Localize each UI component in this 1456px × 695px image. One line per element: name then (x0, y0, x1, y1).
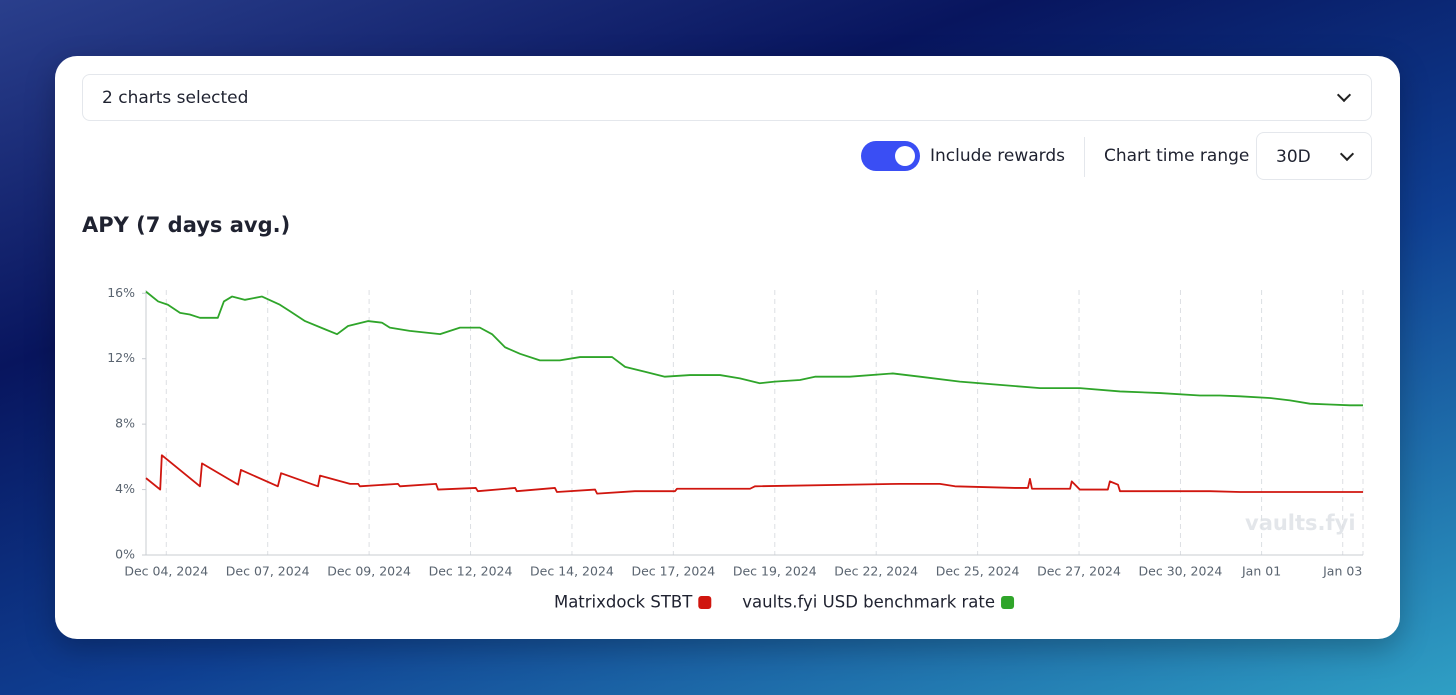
x-tick-label: Jan 03 (1322, 564, 1362, 579)
selector-label: 2 charts selected (102, 88, 249, 108)
legend-swatch (698, 596, 712, 609)
rewards-toggle[interactable] (861, 141, 920, 171)
x-tick-label: Dec 04, 2024 (124, 564, 208, 579)
x-tick-label: Dec 25, 2024 (936, 564, 1020, 579)
x-tick-label: Dec 17, 2024 (631, 564, 715, 579)
range-select[interactable]: 30D (1256, 132, 1372, 180)
x-tick-label: Dec 07, 2024 (226, 564, 310, 579)
x-tick-label: Jan 01 (1241, 564, 1281, 579)
legend-label: Matrixdock STBT (554, 593, 693, 612)
x-tick-label: Dec 22, 2024 (834, 564, 918, 579)
x-tick-label: Dec 19, 2024 (733, 564, 817, 579)
y-tick-label: 8% (115, 416, 135, 431)
y-tick-label: 0% (115, 547, 135, 562)
x-tick-label: Dec 12, 2024 (429, 564, 513, 579)
legend-swatch (1001, 596, 1015, 609)
watermark: vaults.fyi (1245, 511, 1356, 535)
legend: Matrixdock STBT vaults.fyi USD benchmark … (554, 593, 1015, 612)
x-tick-label: Dec 27, 2024 (1037, 564, 1121, 579)
y-tick-label: 16% (107, 285, 135, 300)
y-tick-label: 12% (107, 350, 135, 365)
y-tick-label: 4% (115, 481, 135, 496)
series-line (145, 290, 1363, 407)
range-label: Chart time range (1104, 146, 1250, 166)
legend-label: vaults.fyi USD benchmark rate (742, 593, 995, 612)
series-line (145, 454, 1363, 495)
chart-title: APY (7 days avg.) (82, 213, 291, 237)
x-tick-label: Dec 09, 2024 (327, 564, 411, 579)
card (55, 56, 1400, 639)
range-value: 30D (1276, 147, 1311, 167)
x-tick-label: Dec 14, 2024 (530, 564, 614, 579)
toggle-label: Include rewards (930, 146, 1066, 166)
divider (1084, 137, 1085, 177)
toggle-knob (895, 146, 915, 166)
chart-selector[interactable]: 2 charts selected (82, 74, 1372, 121)
x-tick-label: Dec 30, 2024 (1139, 564, 1223, 579)
